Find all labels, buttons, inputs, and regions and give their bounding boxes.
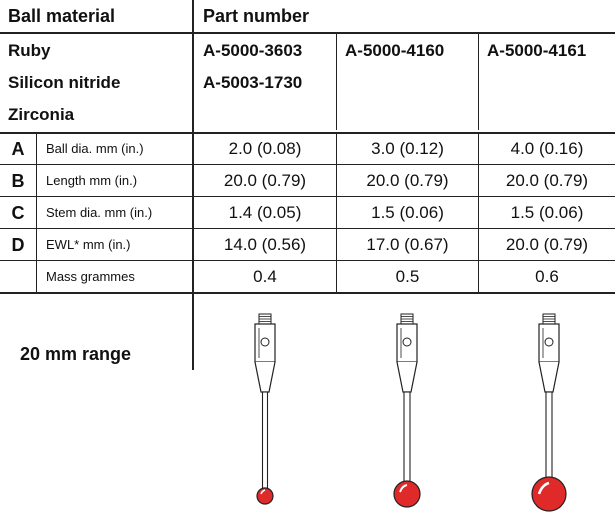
col-divider-2 [336,34,337,130]
stylus-ball-3 [531,476,567,512]
stylus-3 [531,313,567,512]
row-letter-a: A [11,139,25,159]
row-letter-b: B [11,171,25,191]
table-vline [478,132,479,294]
row-a-value-2: 3.0 (0.12) [371,139,444,158]
row-b-value-3: 20.0 (0.79) [505,171,589,190]
col-divider-3 [478,34,479,130]
row-d-value-1: 14.0 (0.56) [223,235,307,254]
row-letter-d: D [11,235,25,255]
table-line [0,196,615,197]
row-c-value-3: 1.5 (0.06) [510,203,584,222]
material-zirconia: Zirconia [8,105,75,124]
table-vline [36,132,37,294]
row-param-d: EWL* mm (in.) [46,237,131,252]
table-line [0,260,615,261]
row-c-value-1: 1.4 (0.05) [228,203,302,222]
part-number-header: Part number [203,6,310,26]
table-line [0,164,615,165]
table-line [0,292,615,294]
main-column-divider [192,0,194,370]
table-line [0,132,615,134]
mass-value-3: 0.6 [535,267,559,286]
table-line [0,228,615,229]
part-ruby-2: A-5000-4160 [345,41,445,60]
row-d-value-2: 17.0 (0.67) [366,235,449,254]
row-param-c: Stem dia. mm (in.) [46,205,153,220]
material-silicon-nitride: Silicon nitride [8,73,121,92]
parameter-table: A Ball dia. mm (in.) 2.0 (0.08) 3.0 (0.1… [0,132,615,294]
ball-material-header: Ball material [8,6,116,26]
table-vline [336,132,337,294]
header-divider [0,32,615,34]
row-a-value-3: 4.0 (0.16) [510,139,584,158]
stylus-ball-1 [256,487,274,505]
material-ruby: Ruby [8,41,51,60]
row-d-value-3: 20.0 (0.79) [505,235,589,254]
row-b-value-1: 20.0 (0.79) [223,171,307,190]
part-silicon-nitride-1: A-5003-1730 [203,73,303,92]
row-b-value-2: 20.0 (0.79) [366,171,449,190]
row-param-a: Ball dia. mm (in.) [46,141,144,156]
part-ruby-3: A-5000-4161 [487,41,587,60]
stylus-2 [393,313,421,508]
stylus-illustrations [254,313,567,512]
mass-value-1: 0.4 [253,267,277,286]
row-param-b: Length mm (in.) [46,173,138,188]
stylus-1 [254,313,276,505]
mass-value-2: 0.5 [395,267,420,286]
row-c-value-2: 1.5 (0.06) [371,203,444,222]
range-label: 20 mm range [20,344,132,364]
row-param-mass: Mass grammes [46,269,135,284]
part-ruby-1: A-5000-3603 [203,41,303,60]
row-a-value-1: 2.0 (0.08) [228,139,302,158]
row-letter-c: C [11,203,25,223]
stylus-ball-2 [393,480,421,508]
